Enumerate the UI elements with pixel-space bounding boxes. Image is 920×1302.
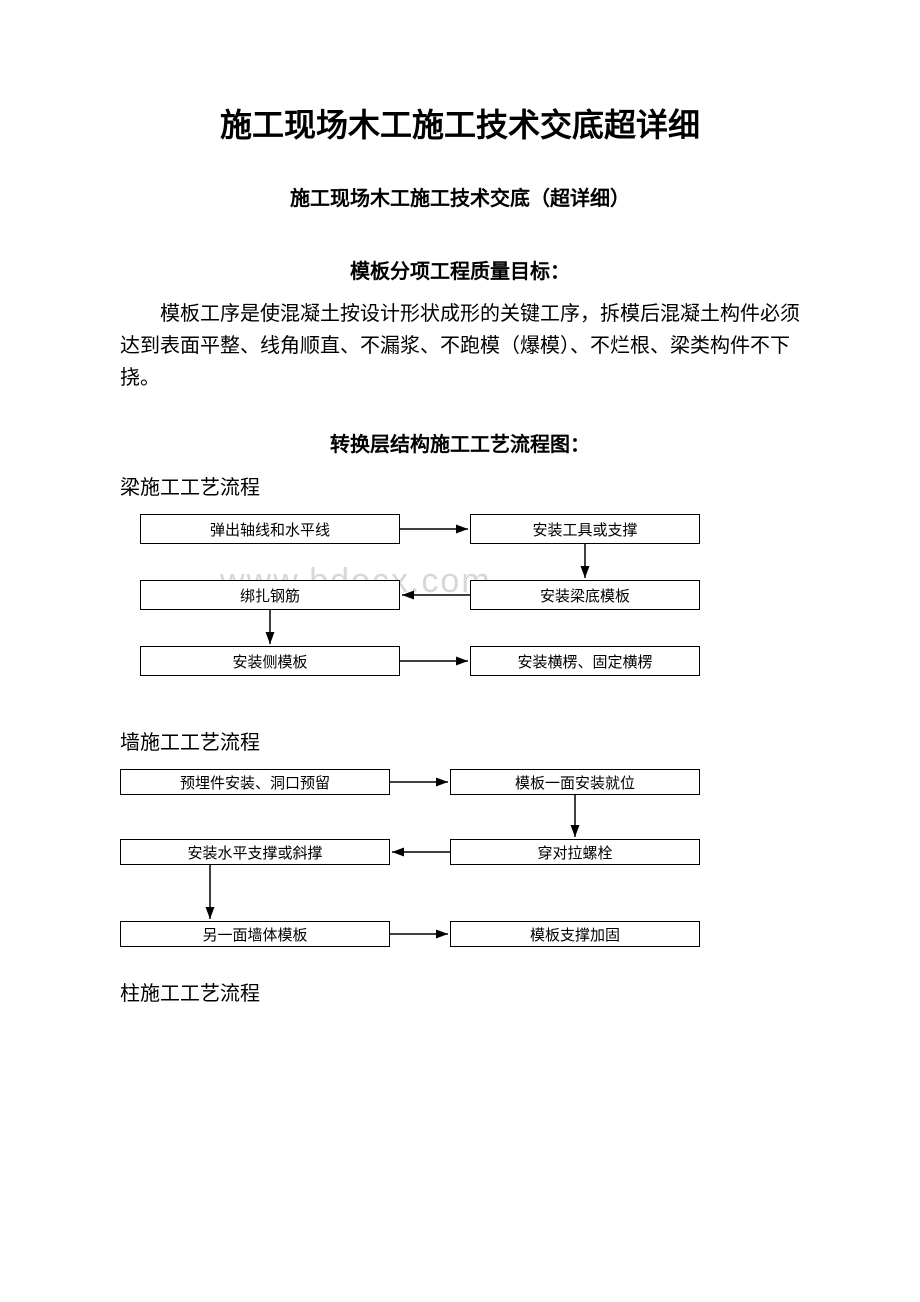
beam-node-6: 安装横楞、固定横楞: [470, 646, 700, 676]
beam-node-5: 安装侧模板: [140, 646, 400, 676]
section1-paragraph: 模板工序是使混凝土按设计形状成形的关键工序，拆模后混凝土构件必须达到表面平整、线…: [120, 298, 800, 394]
beam-node-3: 绑扎钢筋: [140, 580, 400, 610]
wall-node-2: 模板一面安装就位: [450, 769, 700, 795]
beam-node-4: 安装梁底模板: [470, 580, 700, 610]
beam-flowchart: www.bdocx.com 弹出轴线和水平线 安装工具或支撑 绑扎钢筋 安装梁底…: [120, 514, 720, 704]
doc-subtitle: 施工现场木工施工技术交底（超详细）: [120, 182, 800, 211]
wall-node-1: 预埋件安装、洞口预留: [120, 769, 390, 795]
section2-heading: 转换层结构施工工艺流程图：: [120, 428, 800, 457]
wall-node-4: 穿对拉螺栓: [450, 839, 700, 865]
wall-node-5: 另一面墙体模板: [120, 921, 390, 947]
wall-flowchart: 预埋件安装、洞口预留 模板一面安装就位 安装水平支撑或斜撑 穿对拉螺栓 另一面墙…: [120, 769, 720, 955]
doc-title: 施工现场木工施工技术交底超详细: [120, 100, 800, 146]
wall-node-3: 安装水平支撑或斜撑: [120, 839, 390, 865]
beam-node-1: 弹出轴线和水平线: [140, 514, 400, 544]
section1-heading: 模板分项工程质量目标：: [120, 255, 800, 284]
wall-node-6: 模板支撑加固: [450, 921, 700, 947]
beam-node-2: 安装工具或支撑: [470, 514, 700, 544]
beam-flow-label: 梁施工工艺流程: [120, 471, 800, 500]
wall-flow-label: 墙施工工艺流程: [120, 726, 800, 755]
column-flow-label: 柱施工工艺流程: [120, 977, 800, 1006]
